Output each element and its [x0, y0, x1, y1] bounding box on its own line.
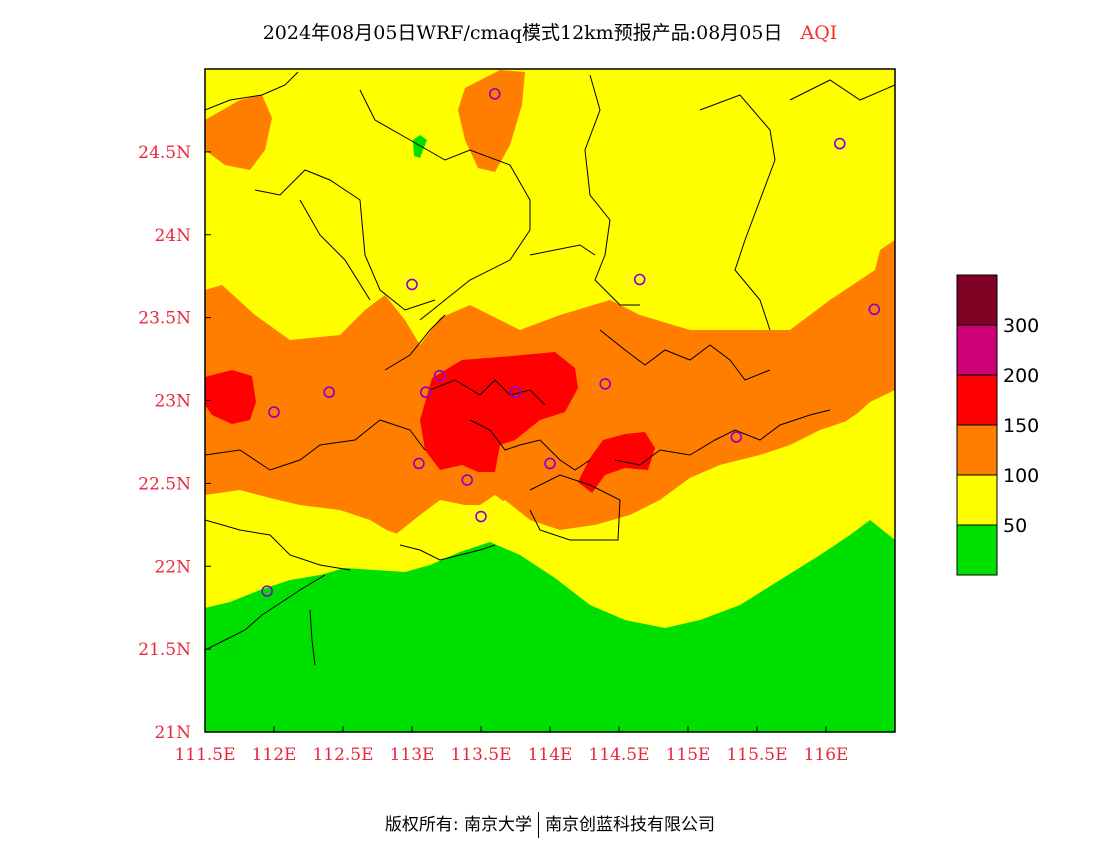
station-marker — [868, 303, 881, 316]
legend-label: 100 — [1003, 465, 1039, 487]
patch-unhealthy-sensitive-n — [458, 70, 525, 172]
station-marker — [544, 457, 556, 470]
x-tick-label: 115E — [666, 745, 711, 765]
station-marker — [261, 585, 273, 597]
aqi-legend: 50 100 150 200 300 — [956, 274, 1039, 576]
y-tick-label: 21.5N — [138, 640, 191, 660]
footer-right: 南京创蓝科技有限公司 — [545, 815, 716, 835]
monitoring-stations — [261, 88, 881, 597]
footer-left: 版权所有: 南京大学 — [384, 815, 533, 835]
patch-unhealthy-e — [578, 432, 655, 493]
station-marker — [633, 273, 646, 286]
station-marker — [599, 378, 612, 390]
x-tick-label: 113.5E — [450, 745, 511, 765]
title-text: 2024年08月05日WRF/cmaq模式12km预报产品:08月05日 — [262, 22, 783, 44]
y-tick-label: 24N — [154, 226, 191, 246]
station-marker — [509, 386, 522, 399]
y-tick-label: 23N — [154, 392, 191, 412]
y-tick-label: 24.5N — [138, 143, 191, 163]
station-marker — [413, 457, 425, 470]
station-marker — [833, 137, 846, 150]
legend-label: 300 — [1003, 315, 1039, 337]
legend-swatch — [956, 374, 998, 426]
patch-unhealthy-w — [205, 370, 256, 424]
station-marker — [433, 369, 446, 382]
station-marker — [406, 278, 418, 291]
copyright-footer: 版权所有: 南京大学 南京创蓝科技有限公司 — [0, 810, 1100, 838]
x-tick-label: 114.5E — [588, 745, 649, 765]
station-marker — [488, 88, 501, 100]
x-tick-label: 113E — [390, 745, 435, 765]
station-marker — [475, 510, 487, 523]
x-tick-label: 115.5E — [726, 745, 787, 765]
patch-good-n — [413, 135, 427, 158]
station-marker — [268, 406, 280, 418]
footer-separator — [538, 812, 540, 838]
aqi-field — [205, 69, 895, 732]
station-marker — [461, 474, 474, 486]
legend-swatch — [956, 324, 998, 376]
station-marker — [323, 386, 336, 399]
province-boundaries — [205, 71, 895, 666]
band-good — [205, 520, 895, 732]
y-axis: 24.5N 24N 23.5N 23N 22.5N 22N 21.5N 21N — [138, 143, 211, 743]
x-tick-label: 116E — [804, 745, 849, 765]
legend-swatch — [956, 524, 998, 576]
legend-swatch — [956, 424, 998, 476]
legend-swatch — [956, 274, 998, 326]
x-tick-label: 114E — [528, 745, 573, 765]
legend-label: 50 — [1003, 515, 1027, 537]
x-axis: 111.5E 112E 112.5E 113E 113.5E 114E 114.5E 115E… — [174, 726, 848, 765]
x-tick-label: 112.5E — [312, 745, 373, 765]
patch-unhealthy-sensitive-nw — [205, 95, 272, 170]
band-moderate-south — [205, 395, 895, 560]
y-tick-label: 23.5N — [138, 309, 191, 329]
x-tick-label: 112E — [252, 745, 297, 765]
x-tick-label: 111.5E — [174, 745, 235, 765]
variable-label: AQI — [800, 22, 838, 44]
legend-label: 200 — [1003, 365, 1039, 387]
legend-label: 150 — [1003, 415, 1039, 437]
map-title: 2024年08月05日WRF/cmaq模式12km预报产品:08月05日 AQI — [0, 18, 1100, 45]
station-marker — [730, 431, 743, 443]
y-tick-label: 22N — [154, 557, 191, 577]
y-tick-label: 21N — [154, 723, 191, 743]
patch-unhealthy-center — [420, 352, 578, 472]
station-marker — [419, 386, 432, 399]
y-tick-label: 22.5N — [138, 474, 191, 494]
legend-swatch — [956, 474, 998, 526]
